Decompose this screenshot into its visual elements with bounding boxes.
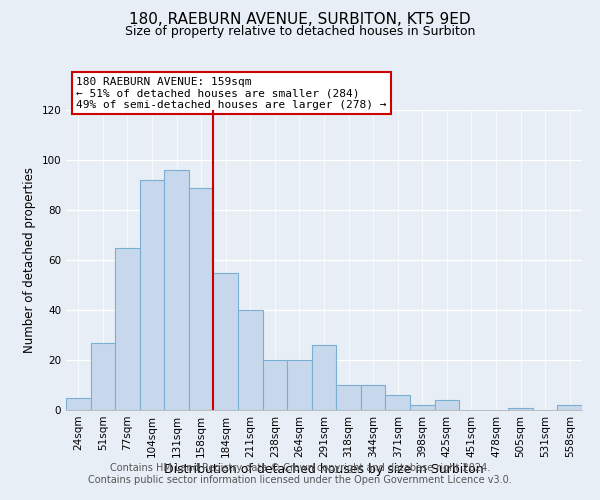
Text: 180 RAEBURN AVENUE: 159sqm
← 51% of detached houses are smaller (284)
49% of sem: 180 RAEBURN AVENUE: 159sqm ← 51% of deta… <box>76 77 387 110</box>
Bar <box>189 188 214 410</box>
Bar <box>91 342 115 410</box>
Bar <box>385 395 410 410</box>
Bar <box>164 170 189 410</box>
Bar <box>361 385 385 410</box>
Bar <box>238 310 263 410</box>
Bar <box>140 180 164 410</box>
Bar <box>287 360 312 410</box>
Text: 180, RAEBURN AVENUE, SURBITON, KT5 9ED: 180, RAEBURN AVENUE, SURBITON, KT5 9ED <box>129 12 471 28</box>
Bar <box>312 345 336 410</box>
Y-axis label: Number of detached properties: Number of detached properties <box>23 167 36 353</box>
Bar <box>508 408 533 410</box>
Bar <box>434 400 459 410</box>
Bar <box>263 360 287 410</box>
Bar <box>336 385 361 410</box>
Bar <box>66 398 91 410</box>
Bar <box>557 405 582 410</box>
Bar <box>410 405 434 410</box>
X-axis label: Distribution of detached houses by size in Surbiton: Distribution of detached houses by size … <box>164 462 484 475</box>
Bar <box>115 248 140 410</box>
Bar <box>214 272 238 410</box>
Text: Contains HM Land Registry data © Crown copyright and database right 2024.
Contai: Contains HM Land Registry data © Crown c… <box>88 464 512 485</box>
Text: Size of property relative to detached houses in Surbiton: Size of property relative to detached ho… <box>125 25 475 38</box>
